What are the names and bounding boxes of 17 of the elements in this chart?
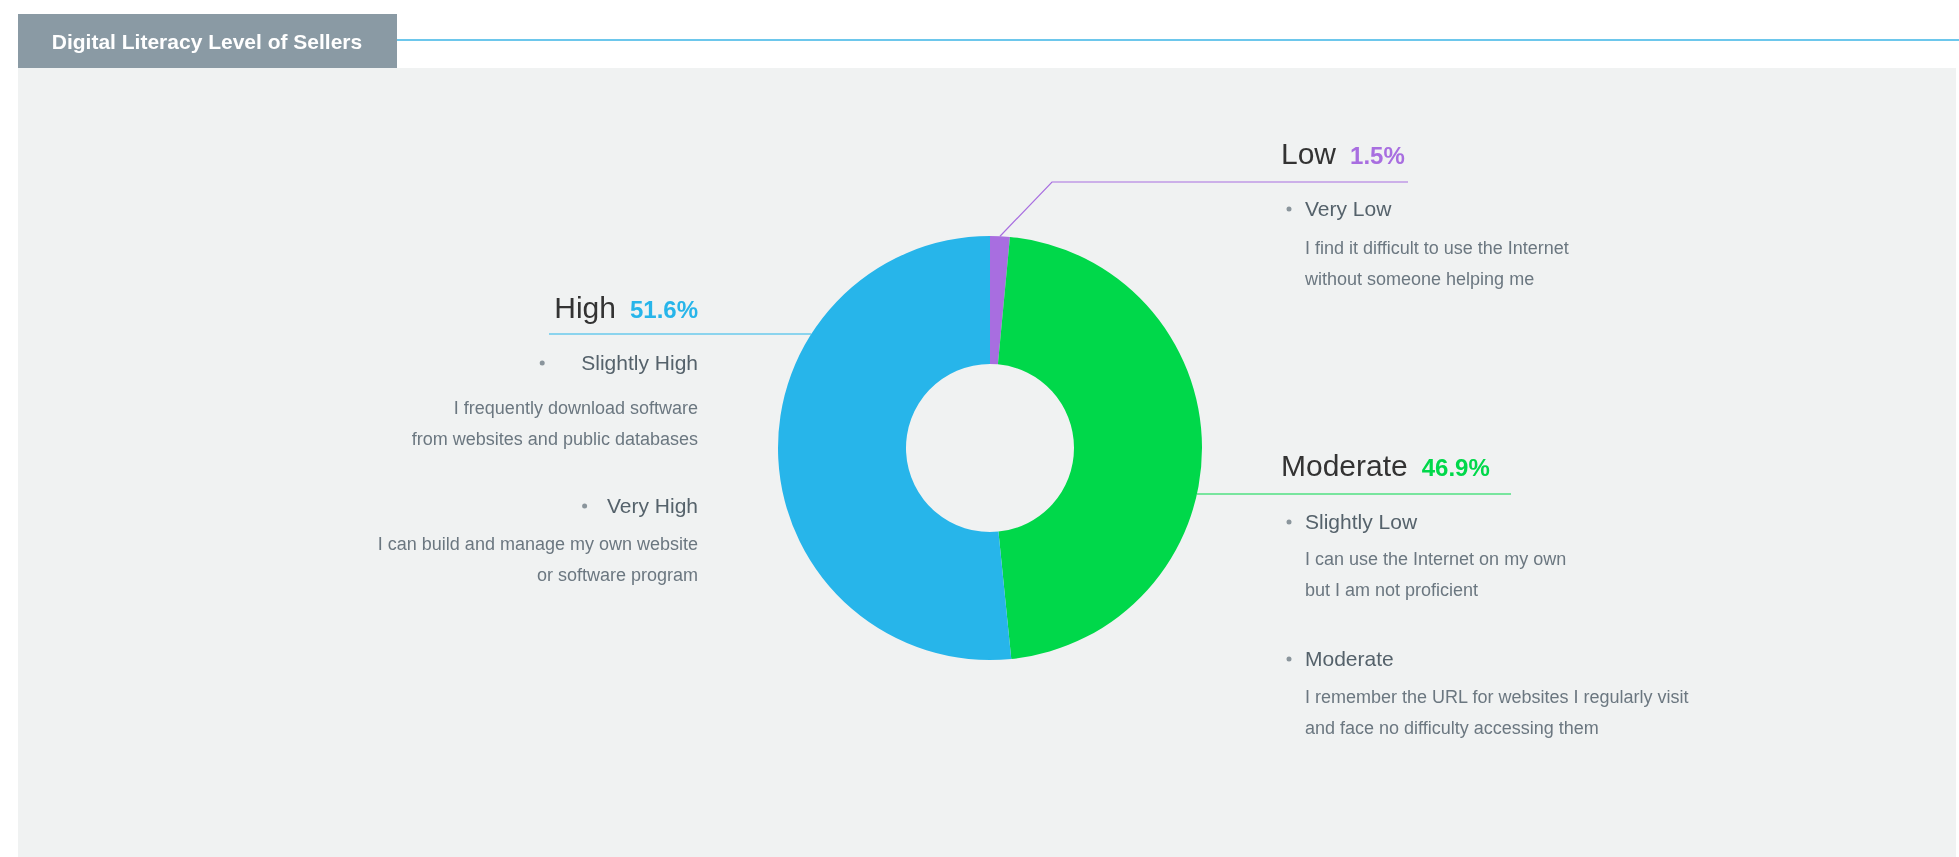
text: Very Low [1305,197,1393,220]
text: I can build and manage my own website or software program [377,534,698,585]
data-label: 46.9% [1421,454,1490,481]
data-label: 51.6% [629,296,698,323]
text: I can use the Internet on my own but I am not proficient [1305,549,1567,600]
data-label: 1.5% [1350,142,1405,169]
text: Moderate [1305,647,1394,670]
slice-label: Moderate [1281,449,1408,482]
text: Slightly Low [1305,510,1418,533]
text: Slightly High [581,351,698,374]
slice-label: Low [1281,137,1337,170]
text: Digital Literacy Level of Sellers [51,30,363,53]
text: I frequently download software from websites and public databases [411,398,698,449]
text: I remember the URL for websites I regularly visit and face no difficulty accessing them [1305,687,1689,738]
text: Very High [606,494,698,517]
text: I find it difficult to use the Internet without someone helping me [1304,238,1569,289]
slice-label: High [554,291,616,324]
